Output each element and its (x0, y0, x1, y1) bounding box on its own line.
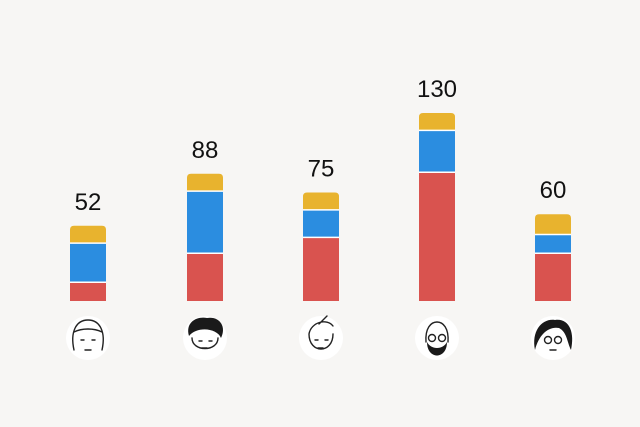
total-label: 52 (75, 189, 102, 216)
total-label: 60 (540, 177, 567, 204)
bar-segment (535, 234, 571, 254)
avatar (299, 315, 343, 360)
avatar (531, 316, 575, 360)
bar-segment (303, 237, 339, 301)
bar-segment (70, 225, 106, 244)
bar-segment (187, 173, 223, 192)
bar-segment (303, 192, 339, 210)
bar-segment (535, 214, 571, 235)
bar-segment (70, 282, 106, 301)
bar-segment (419, 130, 455, 173)
avatar (415, 316, 459, 360)
avatar (66, 316, 110, 360)
avatars (66, 315, 575, 360)
bar-segment (419, 172, 455, 301)
bar-segment (70, 243, 106, 283)
total-label: 88 (192, 137, 219, 164)
bar-segment (303, 209, 339, 238)
total-label: 130 (417, 76, 457, 103)
avatar (183, 316, 227, 360)
bar-segment (535, 253, 571, 301)
bar-segment (187, 191, 223, 254)
bar-segment (419, 113, 455, 131)
total-label: 75 (308, 156, 335, 183)
bar-segment (187, 253, 223, 301)
